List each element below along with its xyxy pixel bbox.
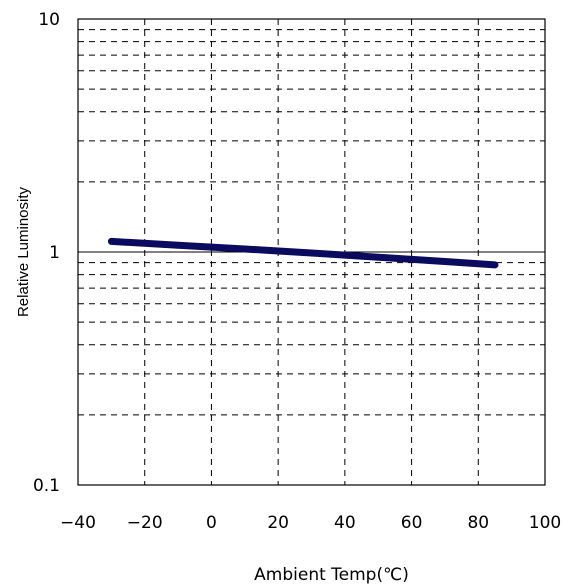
x-tick-label: 40 (334, 513, 356, 533)
y-axis-label: Relative Luminosity (15, 186, 32, 317)
y-tick-label: 0.1 (33, 476, 60, 496)
x-tick-label: 80 (467, 513, 489, 533)
plot-area (77, 18, 546, 486)
series-layer (107, 237, 499, 269)
x-tick-label: −40 (60, 513, 96, 533)
x-tick-label: 60 (401, 513, 423, 533)
x-tick-label: 100 (529, 513, 561, 533)
x-tick-label: −20 (127, 513, 163, 533)
y-tick-labels: 0.1 1 10 (33, 10, 60, 496)
x-tick-labels: −40 −20 0 20 40 60 80 100 (60, 513, 561, 533)
x-axis-label: Ambient Temp(℃) (254, 565, 409, 585)
x-tick-label: 20 (267, 513, 289, 533)
series-line (107, 237, 499, 269)
y-tick-label: 10 (38, 10, 60, 30)
y-tick-label: 1 (49, 243, 60, 263)
x-tick-label: 0 (206, 513, 217, 533)
